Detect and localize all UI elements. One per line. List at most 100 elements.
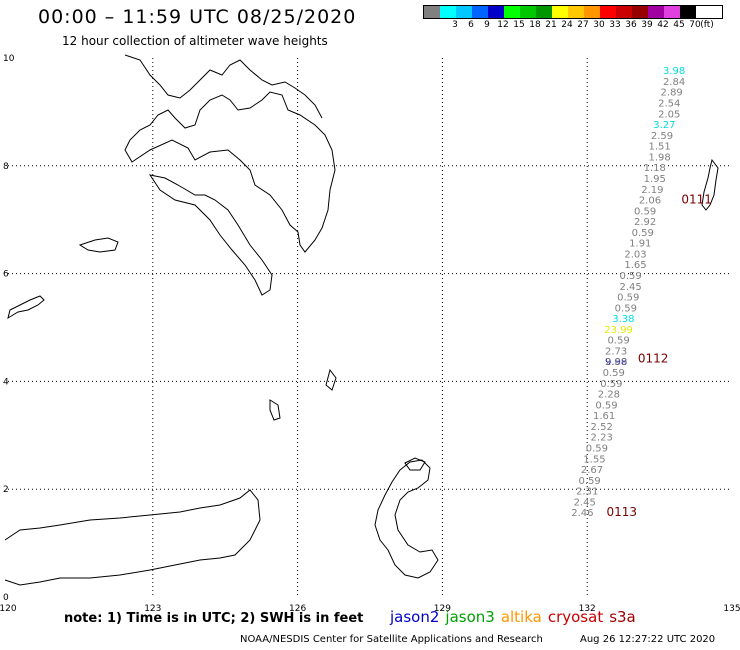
wave-height-value: 0.59 [578,476,600,487]
y-tick-label: 6 [3,270,9,280]
coastlines [4,54,719,586]
coastline-halmahera [374,459,439,579]
color-scale-label: 39 [641,20,653,30]
x-tick-label: 123 [144,604,161,614]
color-scale-label: 18 [529,20,541,30]
wave-height-value: 0.59 [595,400,617,411]
wave-height-value: 2.92 [634,217,656,228]
color-scale-swatch [648,6,664,18]
color-scale-labels: 3 6 9 12 15 18 21 24 27 30 33 36 39 42 45 70 (ft) [423,19,723,31]
wave-height-value: 0.59 [617,293,639,304]
coastline-mindanao [124,91,336,253]
wave-height-value: 2.67 [581,465,603,476]
coastline-mindanao-west [148,174,273,296]
color-scale-label: 3 [452,20,458,30]
color-scale-swatch [536,6,552,18]
wave-height-value: 0.59 [586,443,608,454]
wave-height-value: 0.59 [607,336,629,347]
wave-height-value: 2.06 [639,196,661,207]
color-scale-label: 30 [593,20,605,30]
wave-height-value: 1.91 [629,239,651,250]
wave-height-value: 2.59 [651,131,673,142]
color-scale-unit: (ft) [700,20,714,30]
wave-height-value: 2.05 [658,109,680,120]
wave-height-value: 23.99 [604,325,633,336]
color-scale-label: 33 [609,20,621,30]
coastline-palau [701,158,719,211]
color-scale-label: 6 [468,20,474,30]
color-scale-label: 12 [497,20,509,30]
note-text: note: 1) Time is in UTC; 2) SWH is in fe… [64,611,364,626]
wave-height-value: 2.54 [658,99,680,110]
color-scale-swatch [472,6,488,18]
x-tick-label: 132 [579,604,596,614]
color-scale-swatch [424,6,440,18]
wave-height-readings: 3.982.842.892.542.053.272.591.511.981.18… [571,66,685,519]
wave-height-value: 2.89 [661,88,683,99]
color-scale-label: 27 [577,20,589,30]
wave-height-value: 3.38 [612,314,634,325]
color-scale-swatch [584,6,600,18]
x-tick-label: 126 [289,604,306,614]
wave-height-value: 9.98 [605,357,627,368]
color-scale-swatch [568,6,584,18]
y-tick-label: 10 [3,54,15,64]
pass-number-label: 0111 [681,193,712,207]
color-scale-label: 21 [545,20,557,30]
map-title: 00:00 – 11:59 UTC 08/25/2020 [38,6,357,28]
coastline-small-islands-west [78,237,119,253]
wave-height-value: 2.73 [605,346,627,357]
wave-height-value: 0.59 [634,206,656,217]
wave-height-value: 2.19 [641,185,663,196]
color-scale-swatch [632,6,648,18]
color-scale-swatch [600,6,616,18]
color-scale-swatch [616,6,632,18]
color-scale-swatch [504,6,520,18]
color-scale-bar [423,5,723,19]
wave-height-value: 0.59 [600,379,622,390]
wave-height-value: 2.89 [605,357,627,368]
color-scale-label: 9 [484,20,490,30]
x-tick-label: 129 [434,604,451,614]
color-scale-swatch [488,6,504,18]
satellite-legend: jason2 jason3 altika cryosat s3a [390,608,642,626]
wave-height-value: 3.27 [653,120,675,131]
footer-credit: NOAA/NESDIS Center for Satellite Applica… [240,634,543,645]
wave-height-value: 1.95 [644,174,666,185]
satellite-pass-labels: 0111 0112 0113 [607,193,712,520]
wave-height-value: 2.03 [624,249,646,260]
wave-height-value: 2.45 [574,497,596,508]
y-tick-label: 8 [3,162,9,172]
wave-height-value: 0.59 [603,368,625,379]
wave-height-value: 2.28 [598,390,620,401]
wave-height-value: 2.45 [620,282,642,293]
wave-height-value: 1.61 [593,411,615,422]
wave-height-value: 0.59 [620,271,642,282]
wave-height-value: 2.46 [571,508,593,519]
color-scale-label: 36 [625,20,637,30]
coastline-mindanao-north [124,54,323,119]
satellite-legend-entry: cryosat [547,608,604,626]
y-tick-label: 0 [3,593,9,603]
color-scale-label: 24 [561,20,573,30]
wave-height-value: 3.98 [663,66,685,77]
wave-height-value: 2.31 [576,487,598,498]
color-scale-swatch [440,6,456,18]
wave-height-value: 1.51 [648,142,670,153]
color-scale-swatch [520,6,536,18]
satellite-legend-entry: jason3 [445,608,495,626]
color-scale-swatch [680,6,696,18]
satellite-legend-entry: altika [500,608,542,626]
color-scale-swatch [456,6,472,18]
axis-ticks: 120 123 126 129 132 135 0 2 4 6 8 10 [0,54,740,614]
pass-number-label: 0112 [638,352,669,366]
coastline-sulu [7,295,45,320]
wave-height-value: 2.23 [591,433,613,444]
color-scale-label: 70 [689,20,701,30]
coastline-morotai [404,457,426,471]
wave-height-value: 1.98 [648,152,670,163]
color-scale-label: 42 [657,20,669,30]
satellite-legend-entry: s3a [609,608,636,626]
wave-height-value: 1.18 [644,163,666,174]
coastline-sangihe [269,399,281,421]
